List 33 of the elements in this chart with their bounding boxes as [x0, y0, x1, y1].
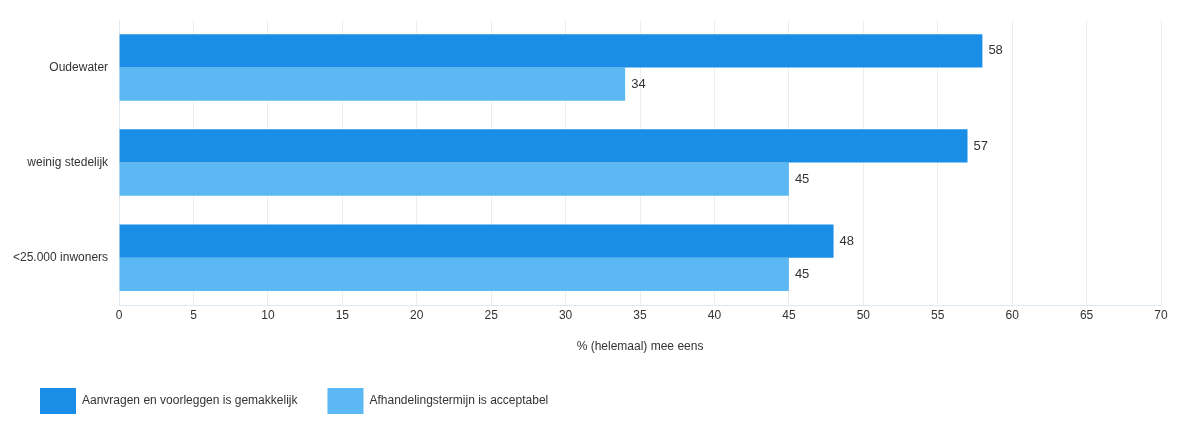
data-label: 48: [839, 232, 854, 248]
x-tick-label: 40: [707, 307, 722, 322]
bar: [119, 67, 626, 101]
data-label: 34: [631, 75, 646, 91]
x-tick-label: 25: [484, 307, 499, 322]
x-axis-title: % (helemaal) mee eens: [576, 339, 704, 354]
x-tick-label: 50: [856, 307, 871, 322]
data-label: 45: [794, 170, 810, 186]
x-tick-label: 30: [558, 307, 573, 322]
x-tick-label: 15: [335, 307, 350, 322]
data-label: 45: [794, 265, 810, 281]
x-tick-label: 45: [782, 307, 796, 322]
x-tick-label: 35: [633, 307, 648, 322]
x-tick-label: 70: [1154, 307, 1168, 322]
x-tick-label: 0: [115, 307, 123, 322]
data-label: 58: [988, 42, 1003, 58]
x-tick-label: 65: [1079, 307, 1094, 322]
y-tick-label: Oudewater: [49, 59, 109, 74]
bar: [119, 129, 968, 163]
x-tick-label: 10: [261, 307, 275, 322]
legend-label: Afhandelingstermijn is acceptabel: [369, 393, 549, 408]
x-tick-label: 60: [1005, 307, 1020, 322]
bar: [119, 257, 789, 291]
bar: [119, 224, 834, 258]
y-tick-label: <25.000 inwoners: [12, 249, 109, 264]
legend-label: Aanvragen en voorleggen is gemakkelijk: [82, 393, 299, 408]
bar: [119, 162, 789, 196]
x-tick-label: 20: [410, 307, 424, 322]
y-tick-label: weinig stedelijk: [26, 154, 110, 169]
bar: [119, 34, 983, 68]
data-label: 57: [973, 137, 988, 153]
x-tick-label: 55: [931, 307, 945, 322]
x-tick-label: 5: [190, 307, 198, 322]
